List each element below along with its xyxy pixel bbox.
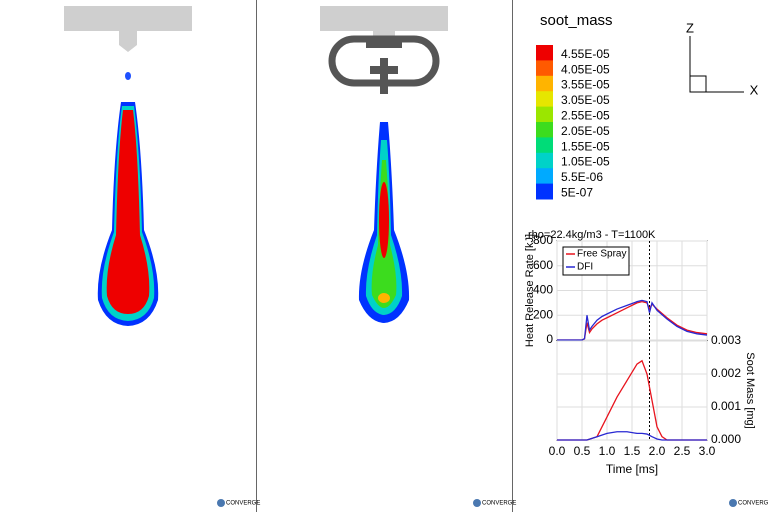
colorbar-swatch — [536, 137, 553, 154]
colorbar-swatch — [536, 168, 553, 185]
series-line — [557, 359, 707, 441]
injector — [64, 6, 192, 52]
y-tick-label: 800 — [533, 233, 553, 247]
logo-icon — [729, 499, 737, 507]
y-axis-label: Heat Release Rate [kJ] — [524, 234, 536, 347]
flame-core — [106, 110, 150, 314]
colorbar-title: soot_mass — [540, 12, 613, 29]
duct-bar — [370, 66, 398, 74]
x-label: X — [750, 82, 759, 97]
x-tick-label: 3.0 — [699, 444, 716, 458]
duct-stem — [380, 58, 388, 94]
series-line — [557, 299, 708, 341]
free-spray-panel — [64, 6, 192, 326]
series-line — [557, 431, 707, 441]
axis-triad: Z X — [686, 20, 759, 97]
x-tick-label: 0.5 — [574, 444, 591, 458]
flame-core — [379, 182, 389, 258]
y2-tick-label: 0.000 — [711, 432, 741, 446]
y2-tick-label: 0.001 — [711, 399, 741, 413]
x-tick-label: 0.0 — [549, 444, 566, 458]
y2-axis-label: Soot Mass [mg] — [744, 352, 756, 428]
colorbar-swatch — [536, 122, 553, 138]
logo: CONVERGE — [738, 501, 768, 507]
colorbar-swatch — [536, 106, 553, 123]
z-label: Z — [686, 20, 694, 35]
colorbar-swatch — [536, 75, 553, 92]
x-tick-label: 1.5 — [624, 444, 641, 458]
triad-corner — [689, 75, 707, 93]
x-tick-label: 2.0 — [649, 444, 666, 458]
x-tick-label: 1.0 — [599, 444, 616, 458]
colorbar-label: 4.55E-05 — [561, 47, 610, 61]
colorbar-swatch — [536, 91, 553, 108]
logo-icon — [473, 499, 481, 507]
colorbar-label: 1.05E-05 — [561, 155, 610, 169]
colorbar-label: 2.05E-05 — [561, 124, 610, 138]
chart-title: rho=22.4kg/m3 - T=1100K — [528, 229, 656, 241]
logo-icon — [217, 499, 225, 507]
x-axis-label: Time [ms] — [606, 462, 658, 476]
logo: CONVERGE — [226, 501, 260, 507]
colorbar-label: 2.55E-05 — [561, 108, 610, 122]
y-tick-label: 0 — [546, 332, 553, 346]
y2-tick-label: 0.003 — [711, 333, 741, 347]
colorbar-swatch — [536, 60, 553, 77]
y-tick-label: 400 — [533, 283, 553, 297]
colorbar-label: 5E-07 — [561, 185, 593, 199]
colorbar-label: 3.55E-05 — [561, 78, 610, 92]
colorbar-label: 3.05E-05 — [561, 93, 610, 107]
colorbar-label: 5.5E-06 — [561, 170, 603, 184]
colorbar-swatch — [536, 183, 553, 200]
x-tick-label: 2.5 — [674, 444, 691, 458]
droplet — [125, 72, 131, 80]
legend-label: Free Spray — [577, 249, 626, 260]
flame-spot — [378, 293, 390, 303]
injector — [320, 6, 448, 31]
dfi-panel — [320, 6, 448, 323]
legend-label: DFI — [577, 262, 593, 273]
y2-tick-label: 0.002 — [711, 366, 741, 380]
colorbar-label: 1.55E-05 — [561, 139, 610, 153]
y-tick-label: 600 — [533, 258, 553, 272]
colorbar-swatch — [536, 152, 553, 169]
colorbar-swatch — [536, 45, 553, 61]
y-tick-label: 200 — [533, 307, 553, 321]
legend-box — [562, 246, 630, 276]
series-line — [557, 300, 708, 341]
logo: CONVERGE — [482, 501, 516, 507]
duct-top — [366, 42, 402, 48]
colorbar-label: 4.05E-05 — [561, 62, 610, 76]
